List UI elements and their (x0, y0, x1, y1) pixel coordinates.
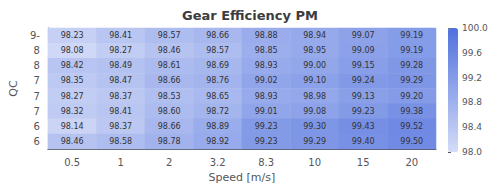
svg-text:99.02: 99.02 (255, 76, 278, 85)
svg-text:98.46: 98.46 (158, 46, 181, 55)
svg-text:98.76: 98.76 (206, 76, 229, 85)
svg-text:98.27: 98.27 (109, 46, 132, 55)
svg-text:10: 10 (308, 157, 321, 168)
svg-text:98.61: 98.61 (158, 61, 181, 70)
svg-text:99.01: 99.01 (255, 107, 278, 116)
svg-text:99.15: 99.15 (352, 61, 375, 70)
svg-text:6: 6 (33, 121, 39, 132)
svg-text:98.8: 98.8 (462, 97, 482, 107)
svg-text:0.5: 0.5 (64, 157, 80, 168)
svg-text:98.49: 98.49 (109, 61, 132, 70)
svg-text:98.27: 98.27 (61, 92, 84, 101)
svg-text:98.85: 98.85 (255, 46, 278, 55)
svg-text:98.89: 98.89 (206, 122, 229, 131)
svg-text:99.08: 99.08 (303, 107, 326, 116)
svg-text:99.07: 99.07 (352, 31, 375, 40)
svg-text:98.66: 98.66 (206, 31, 229, 40)
svg-text:98.93: 98.93 (255, 61, 278, 70)
svg-text:98.88: 98.88 (255, 31, 278, 40)
svg-text:98.95: 98.95 (303, 46, 326, 55)
svg-text:99.20: 99.20 (400, 92, 423, 101)
svg-text:98.4: 98.4 (462, 122, 482, 132)
svg-text:98.58: 98.58 (109, 137, 132, 146)
svg-text:99.09: 99.09 (352, 46, 375, 55)
svg-text:7: 7 (33, 91, 39, 102)
svg-text:99.30: 99.30 (303, 122, 326, 131)
svg-text:2: 2 (166, 157, 172, 168)
svg-text:99.19: 99.19 (400, 46, 423, 55)
svg-text:98.08: 98.08 (61, 46, 84, 55)
svg-text:98.14: 98.14 (61, 122, 84, 131)
svg-text:98.42: 98.42 (61, 61, 84, 70)
svg-text:99.10: 99.10 (303, 76, 326, 85)
svg-text:99.24: 99.24 (352, 76, 375, 85)
svg-text:8.3: 8.3 (258, 157, 274, 168)
svg-text:6: 6 (33, 136, 39, 147)
svg-text:8: 8 (33, 45, 39, 56)
svg-text:99.23: 99.23 (352, 107, 375, 116)
svg-text:98.98: 98.98 (303, 92, 326, 101)
svg-text:7: 7 (33, 106, 39, 117)
svg-text:20: 20 (405, 157, 418, 168)
svg-text:99.40: 99.40 (352, 137, 375, 146)
svg-text:3.2: 3.2 (210, 157, 226, 168)
svg-text:98.41: 98.41 (109, 31, 132, 40)
svg-text:99.29: 99.29 (400, 76, 423, 85)
svg-text:Gear Efficiency PM: Gear Efficiency PM (182, 8, 318, 23)
svg-text:98.65: 98.65 (206, 92, 229, 101)
svg-text:98.66: 98.66 (158, 76, 181, 85)
svg-text:98.53: 98.53 (158, 92, 181, 101)
svg-text:98.93: 98.93 (255, 92, 278, 101)
svg-text:7: 7 (33, 75, 39, 86)
svg-text:98.60: 98.60 (158, 107, 181, 116)
svg-text:98.37: 98.37 (109, 122, 132, 131)
svg-text:QC: QC (7, 80, 20, 97)
svg-text:99.28: 99.28 (400, 61, 423, 70)
svg-text:98.35: 98.35 (61, 76, 84, 85)
svg-text:99.38: 99.38 (400, 107, 423, 116)
svg-text:99.6: 99.6 (462, 48, 482, 58)
svg-text:99.23: 99.23 (255, 122, 278, 131)
svg-text:98.72: 98.72 (206, 107, 229, 116)
svg-text:9-: 9- (30, 30, 40, 41)
svg-text:98.66: 98.66 (158, 122, 181, 131)
svg-text:99.29: 99.29 (303, 137, 326, 146)
svg-text:98.46: 98.46 (61, 137, 84, 146)
svg-text:99.00: 99.00 (303, 61, 326, 70)
svg-text:99.43: 99.43 (352, 122, 375, 131)
svg-text:99.19: 99.19 (400, 31, 423, 40)
svg-text:98.57: 98.57 (206, 46, 229, 55)
svg-text:8: 8 (33, 60, 39, 71)
svg-text:99.2: 99.2 (462, 73, 482, 83)
svg-text:98.32: 98.32 (61, 107, 84, 116)
svg-text:99.23: 99.23 (255, 137, 278, 146)
svg-text:98.23: 98.23 (61, 31, 84, 40)
svg-text:99.13: 99.13 (352, 92, 375, 101)
svg-text:15: 15 (357, 157, 370, 168)
svg-text:98.0: 98.0 (462, 147, 482, 157)
svg-text:Speed [m/s]: Speed [m/s] (209, 171, 276, 184)
svg-text:99.52: 99.52 (400, 122, 423, 131)
svg-text:100.0: 100.0 (462, 23, 488, 33)
svg-text:98.47: 98.47 (109, 76, 132, 85)
svg-text:1: 1 (117, 157, 123, 168)
svg-text:98.94: 98.94 (303, 31, 326, 40)
svg-text:98.41: 98.41 (109, 107, 132, 116)
svg-text:98.92: 98.92 (206, 137, 229, 146)
svg-text:99.50: 99.50 (400, 137, 423, 146)
svg-text:98.37: 98.37 (109, 92, 132, 101)
svg-text:98.78: 98.78 (158, 137, 181, 146)
svg-text:98.69: 98.69 (206, 61, 229, 70)
svg-text:98.57: 98.57 (158, 31, 181, 40)
